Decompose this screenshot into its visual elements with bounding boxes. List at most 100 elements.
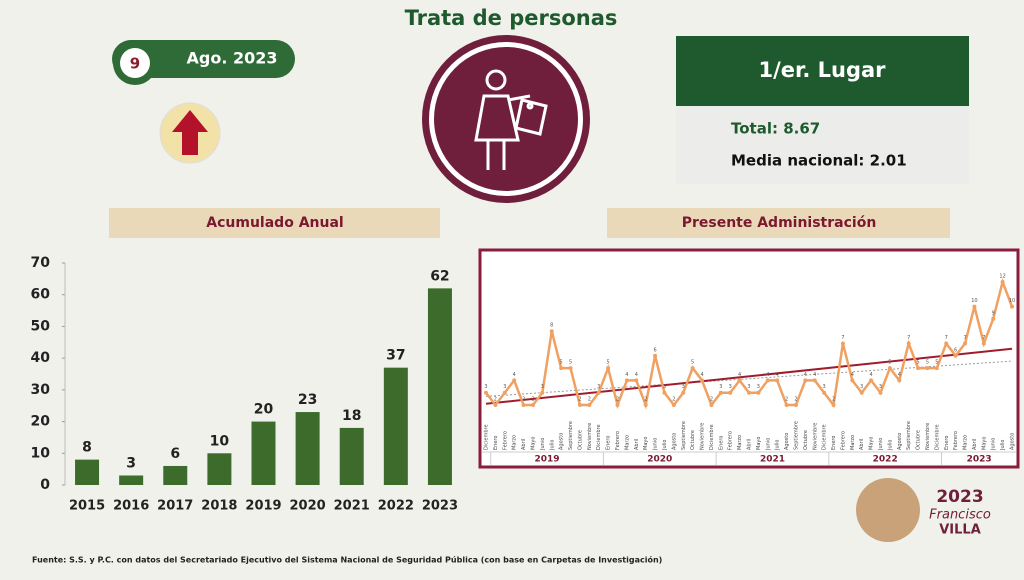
value-label: 5	[888, 360, 891, 366]
x-tick-label: 2020	[290, 499, 326, 514]
x-tick-label: 2016	[113, 499, 149, 514]
value-label: 2	[522, 397, 525, 403]
value-label: 7	[841, 335, 844, 341]
y-tick-label: 30	[31, 382, 51, 398]
value-label: 2	[794, 397, 797, 403]
x-tick-label: Mayo	[981, 437, 987, 450]
year-label: 2020	[647, 455, 672, 465]
value-label: 8	[82, 440, 92, 456]
person-icon	[474, 69, 548, 170]
x-tick-label: 2022	[378, 499, 414, 514]
value-label: 5	[691, 360, 694, 366]
year-label: 2019	[535, 455, 560, 465]
x-tick-label: Diciembre	[709, 424, 715, 450]
point	[784, 403, 789, 407]
value-label: 62	[430, 268, 449, 284]
x-tick-label: Agosto	[1010, 433, 1016, 450]
point	[530, 403, 535, 407]
x-tick-label: Febrero	[615, 431, 621, 450]
value-label: 2	[578, 397, 581, 403]
section-left	[109, 208, 440, 238]
point	[521, 403, 526, 407]
value-label: 23	[298, 392, 317, 408]
x-tick-label: Febrero	[840, 431, 846, 450]
point	[662, 390, 667, 395]
value-label: 2	[644, 397, 647, 403]
x-tick-label: Diciembre	[484, 424, 490, 450]
x-tick-label: Septiembre	[906, 421, 912, 450]
bar	[251, 421, 276, 485]
value-label: 3	[484, 384, 487, 390]
point	[709, 403, 714, 407]
point	[615, 403, 620, 407]
point	[878, 390, 883, 395]
point	[728, 390, 733, 395]
point	[643, 403, 648, 407]
x-tick-label: Julio	[775, 440, 781, 451]
value-label: 3	[597, 384, 600, 390]
value-label: 37	[386, 348, 405, 364]
date: Ago. 2023	[186, 49, 277, 68]
trend-line	[485, 347, 1013, 405]
y-tick-label: 0	[40, 477, 50, 493]
value-label: 3	[879, 384, 882, 390]
x-tick-label: Enero	[831, 436, 837, 450]
x-tick-label: Abril	[634, 439, 640, 450]
value-label: 2	[616, 397, 619, 403]
bar	[295, 412, 320, 485]
point	[1010, 304, 1014, 309]
point	[587, 403, 592, 407]
x-tick-label: Octubre	[916, 430, 922, 450]
bar	[75, 459, 100, 485]
x-tick-label: Junio	[878, 438, 884, 451]
x-tick-label: Diciembre	[822, 424, 828, 450]
point	[887, 366, 892, 371]
y-tick-label: 20	[31, 414, 51, 430]
value-label: 7	[963, 335, 966, 341]
x-tick-label: Noviembre	[587, 423, 593, 450]
bar	[119, 475, 144, 485]
x-tick-label: Octubre	[690, 430, 696, 450]
value-label: 5	[569, 360, 572, 366]
value-label: 6	[170, 446, 180, 462]
title: Trata de personas	[405, 6, 618, 30]
value-label: 5	[560, 360, 563, 366]
value-label: 2	[531, 397, 534, 403]
point	[897, 378, 902, 383]
point	[822, 390, 827, 395]
value-label: 4	[738, 372, 741, 378]
value-label: 4	[635, 372, 638, 378]
x-tick-label: Octubre	[577, 430, 583, 450]
x-tick-label: Enero	[718, 436, 724, 450]
year-label: 2023	[967, 455, 992, 465]
x-tick-label: Mayo	[756, 437, 762, 450]
value-label: 4	[851, 372, 854, 378]
y-tick-label: 40	[31, 350, 51, 366]
point	[653, 353, 658, 358]
value-label: 7	[907, 335, 910, 341]
rank-circle	[120, 48, 150, 78]
point	[953, 353, 958, 358]
point	[850, 378, 855, 383]
point	[991, 316, 996, 321]
section-left-title: Acumulado Anual	[206, 215, 343, 231]
point	[681, 390, 686, 395]
point	[972, 304, 977, 309]
ranking-place: 1/er. Lugar	[758, 58, 886, 82]
point	[596, 390, 601, 395]
value-label: 7	[982, 335, 985, 341]
value-label: 12	[999, 274, 1005, 280]
value-label: 7	[945, 335, 948, 341]
point	[484, 390, 488, 395]
value-label: 3	[823, 384, 826, 390]
point	[493, 403, 498, 407]
point	[831, 403, 836, 407]
point	[840, 341, 845, 346]
point	[606, 366, 611, 371]
value-label: 3	[747, 384, 750, 390]
value-label: 4	[513, 372, 516, 378]
x-tick-label: Marzo	[737, 435, 743, 450]
x-tick-label: Octubre	[803, 430, 809, 450]
point	[624, 378, 629, 383]
section-right-title: Presente Administración	[682, 215, 877, 231]
